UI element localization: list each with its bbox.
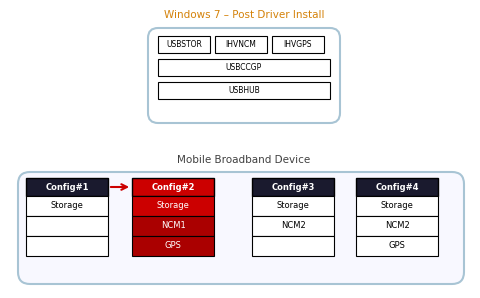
Text: NCM2: NCM2	[384, 221, 409, 230]
Bar	[132, 216, 214, 236]
Bar	[26, 178, 108, 196]
Text: Storage: Storage	[381, 201, 413, 210]
Bar	[158, 59, 330, 76]
Text: Mobile Broadband Device: Mobile Broadband Device	[178, 155, 311, 165]
Text: NCM1: NCM1	[161, 221, 185, 230]
Text: USBHUB: USBHUB	[228, 86, 260, 95]
FancyBboxPatch shape	[148, 28, 340, 123]
Text: GPS: GPS	[165, 241, 181, 251]
Bar	[356, 236, 438, 256]
Bar	[356, 216, 438, 236]
Bar	[132, 178, 214, 196]
Text: IHVGPS: IHVGPS	[284, 40, 312, 49]
Text: Storage: Storage	[50, 201, 84, 210]
Bar	[215, 36, 267, 53]
Bar	[132, 196, 214, 216]
Bar	[252, 216, 334, 236]
Bar	[158, 36, 210, 53]
Bar	[252, 196, 334, 216]
Bar	[252, 178, 334, 196]
Bar	[26, 216, 108, 236]
Text: NCM2: NCM2	[281, 221, 305, 230]
Text: USBCCGP: USBCCGP	[226, 63, 262, 72]
Text: Config#1: Config#1	[45, 182, 89, 192]
FancyBboxPatch shape	[18, 172, 464, 284]
Bar	[252, 236, 334, 256]
Bar	[26, 196, 108, 216]
Bar	[356, 196, 438, 216]
Text: Storage: Storage	[156, 201, 190, 210]
Bar	[26, 236, 108, 256]
Text: Config#4: Config#4	[375, 182, 419, 192]
Text: Config#3: Config#3	[271, 182, 315, 192]
Bar	[272, 36, 324, 53]
Text: USBSTOR: USBSTOR	[166, 40, 202, 49]
Text: Windows 7 – Post Driver Install: Windows 7 – Post Driver Install	[164, 10, 324, 20]
Text: Config#2: Config#2	[151, 182, 195, 192]
Text: GPS: GPS	[389, 241, 406, 251]
Bar	[158, 82, 330, 99]
Bar	[132, 236, 214, 256]
Bar	[356, 178, 438, 196]
Text: Storage: Storage	[276, 201, 310, 210]
Text: IHVNCM: IHVNCM	[226, 40, 256, 49]
